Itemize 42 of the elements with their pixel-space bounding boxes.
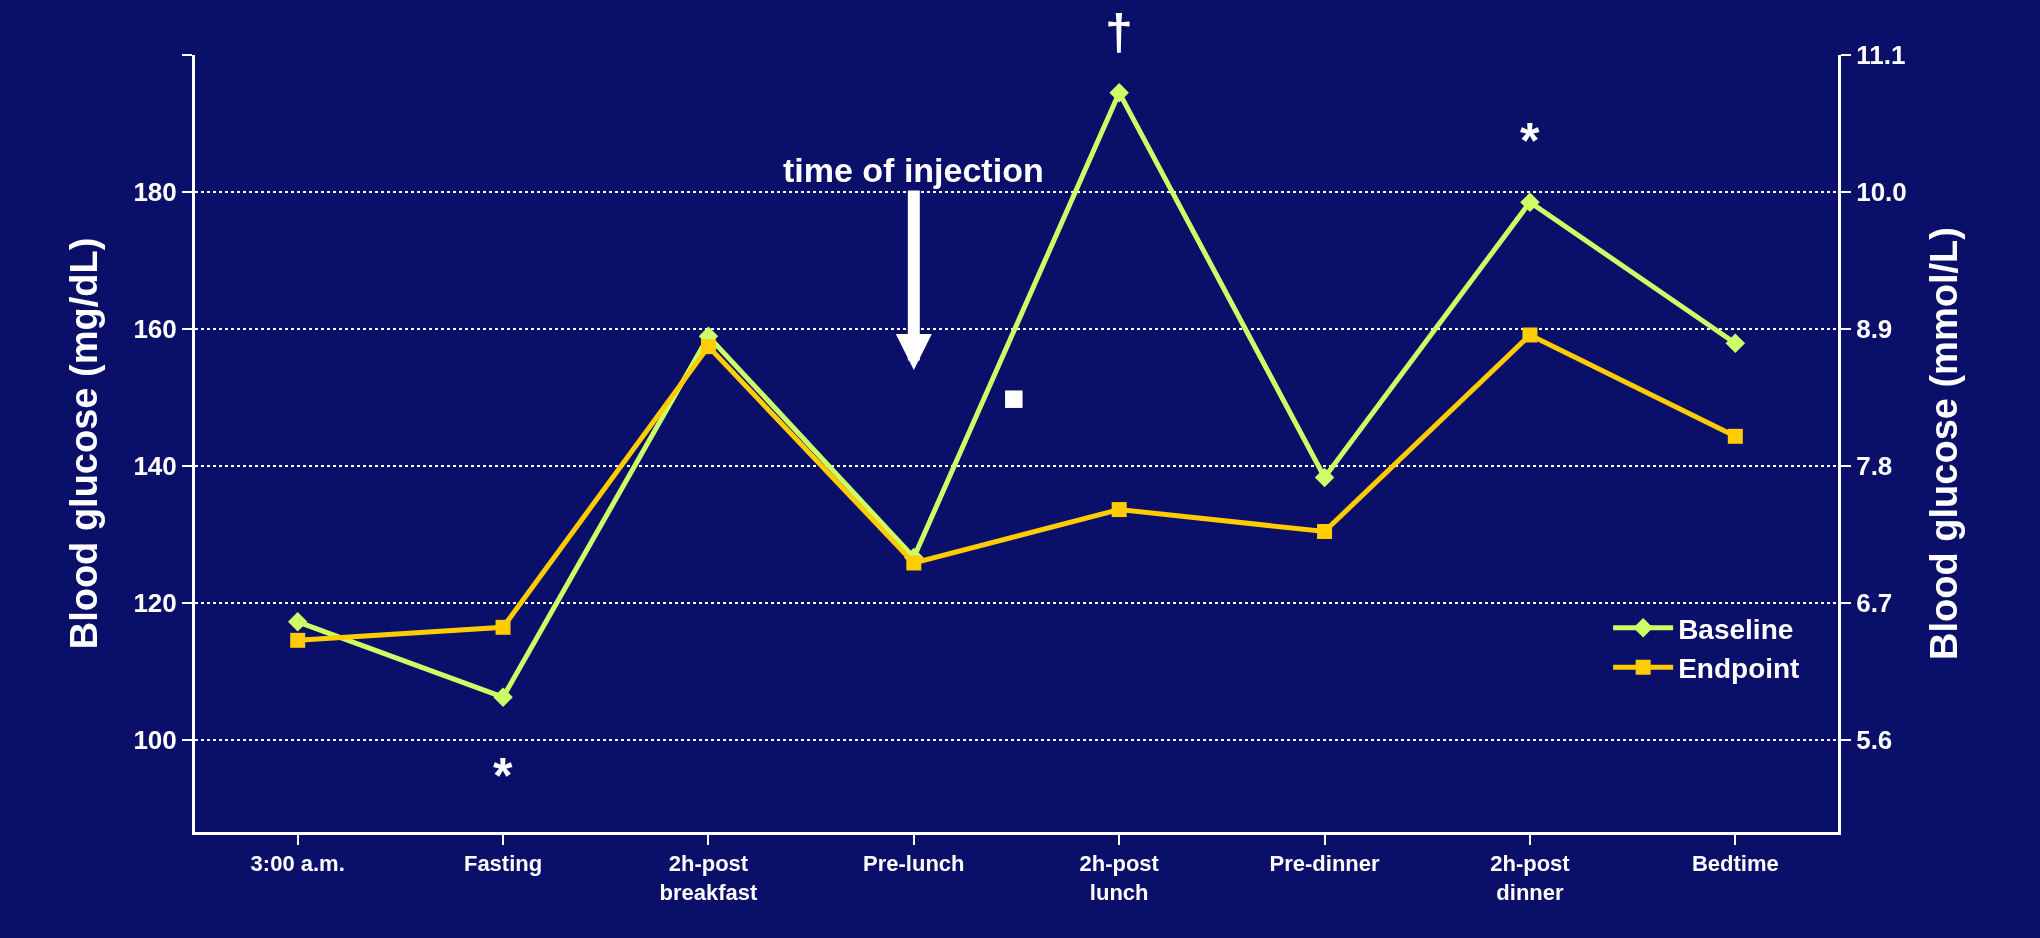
y-tick-label: 180 [133, 177, 177, 208]
annotation: † [1105, 4, 1133, 60]
y2-tick-label: 8.9 [1856, 314, 1893, 345]
x-tick-label: Fasting [463, 851, 543, 877]
x-tick-label: Pre-lunch [863, 851, 965, 877]
point [1520, 192, 1540, 212]
y-tick-label: 140 [133, 450, 177, 481]
annotation: ■ [1003, 377, 1025, 418]
y2-axis-title: Blood glucose (mmol/L) [1922, 227, 1965, 660]
point [493, 687, 513, 707]
point [1727, 428, 1743, 444]
point [1725, 333, 1746, 353]
annotation: time of injection [783, 151, 1044, 189]
y-tick-label: 100 [133, 724, 177, 755]
x-tick-label: 2h-post lunch [1079, 851, 1160, 905]
annotation: * [493, 748, 513, 804]
point [495, 619, 511, 635]
y-tick-label: 160 [133, 313, 177, 344]
point [1522, 327, 1538, 343]
legend-label: Baseline [1678, 613, 1794, 645]
point [1314, 467, 1335, 488]
y2-tick-label: 6.7 [1856, 587, 1893, 618]
point [287, 612, 308, 632]
legend-label: Endpoint [1678, 653, 1800, 685]
x-tick-label: Pre-dinner [1269, 851, 1380, 877]
point [1109, 82, 1129, 103]
y-tick-label: 120 [133, 587, 177, 618]
x-tick-label: Bedtime [1691, 851, 1779, 877]
x-tick-label: 3:00 a.m. [250, 851, 345, 877]
y-axis-title: Blood glucose (mg/dL) [62, 237, 105, 650]
y2-tick-label: 11.1 [1856, 40, 1906, 71]
annotation: * [1520, 113, 1540, 169]
y2-tick-label: 10.0 [1856, 177, 1907, 208]
point [1111, 502, 1127, 518]
point [700, 339, 716, 355]
y2-tick-label: 7.8 [1856, 451, 1893, 482]
x-tick-label: 2h-post breakfast [659, 851, 759, 905]
x-tick-label: 2h-post dinner [1490, 851, 1571, 905]
point [1317, 523, 1333, 539]
point [906, 555, 922, 571]
y2-tick-label: 5.6 [1856, 724, 1893, 755]
point [290, 632, 306, 648]
